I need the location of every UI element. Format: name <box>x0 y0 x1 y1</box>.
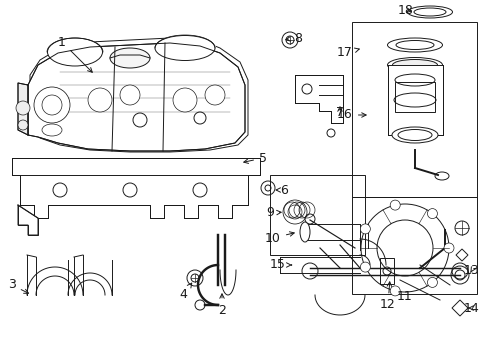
Text: 7: 7 <box>335 105 343 118</box>
Bar <box>351 22 476 197</box>
Text: 17: 17 <box>336 46 359 59</box>
Text: 16: 16 <box>336 108 366 122</box>
Text: 1: 1 <box>58 36 92 72</box>
Ellipse shape <box>391 127 437 143</box>
Text: 14: 14 <box>463 302 479 315</box>
Polygon shape <box>27 267 83 295</box>
Circle shape <box>389 200 399 210</box>
Ellipse shape <box>395 40 433 49</box>
Ellipse shape <box>407 6 451 18</box>
Text: 5: 5 <box>244 152 266 165</box>
Bar <box>269 175 364 255</box>
Circle shape <box>120 85 140 105</box>
Ellipse shape <box>110 48 150 68</box>
Ellipse shape <box>413 8 445 16</box>
Circle shape <box>427 278 437 287</box>
Text: 10: 10 <box>264 231 294 244</box>
Ellipse shape <box>386 58 442 72</box>
Circle shape <box>34 87 70 123</box>
Polygon shape <box>30 38 247 152</box>
Circle shape <box>360 262 369 272</box>
Polygon shape <box>12 158 260 218</box>
Text: 2: 2 <box>218 294 225 316</box>
Ellipse shape <box>386 38 442 52</box>
Circle shape <box>16 101 30 115</box>
Text: 18: 18 <box>397 4 413 17</box>
Text: 9: 9 <box>265 207 281 220</box>
Polygon shape <box>28 43 244 151</box>
Text: 12: 12 <box>379 282 395 311</box>
Text: 13: 13 <box>463 264 479 276</box>
Bar <box>351 197 476 294</box>
Ellipse shape <box>299 222 309 242</box>
Circle shape <box>204 85 224 105</box>
Circle shape <box>389 286 399 296</box>
Text: 4: 4 <box>179 283 191 302</box>
Text: 6: 6 <box>276 184 287 197</box>
Polygon shape <box>18 83 28 135</box>
Ellipse shape <box>42 124 62 136</box>
Polygon shape <box>294 75 342 123</box>
Circle shape <box>42 95 62 115</box>
Circle shape <box>427 208 437 219</box>
Circle shape <box>173 88 197 112</box>
Ellipse shape <box>47 38 102 66</box>
Polygon shape <box>455 249 467 261</box>
Circle shape <box>360 224 369 234</box>
Bar <box>379 258 393 284</box>
Bar <box>387 65 442 135</box>
Circle shape <box>18 120 28 130</box>
Ellipse shape <box>155 36 215 60</box>
Circle shape <box>443 243 453 253</box>
Ellipse shape <box>392 59 437 71</box>
Bar <box>394 82 434 112</box>
Polygon shape <box>451 300 467 316</box>
Text: 11: 11 <box>396 291 412 303</box>
Polygon shape <box>18 205 38 235</box>
Text: 8: 8 <box>285 31 302 45</box>
Circle shape <box>88 88 112 112</box>
Text: 3: 3 <box>8 279 28 293</box>
Text: 15: 15 <box>269 258 291 271</box>
